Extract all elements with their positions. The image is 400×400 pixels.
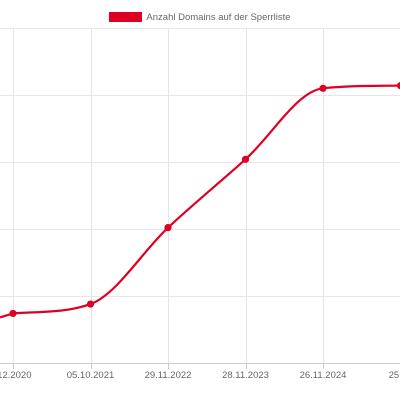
- data-point: [241, 155, 250, 163]
- x-tick-label: 05.10.2021: [67, 370, 115, 381]
- data-point: [396, 82, 400, 90]
- legend[interactable]: Anzahl Domains auf der Sperrliste: [0, 8, 400, 26]
- data-point: [164, 224, 172, 232]
- tick-labels: .12.2020 05.10.2021 29.11.2022 28.11.2023 26…: [0, 370, 400, 381]
- x-tick-label: 29.11.2022: [145, 370, 192, 381]
- x-tick-label: 25.02: [389, 370, 400, 381]
- x-tick-label: .12.2020: [0, 370, 31, 381]
- data-point: [86, 300, 95, 308]
- data-point: [319, 84, 327, 92]
- x-tick-label: 26.11.2024: [300, 370, 347, 381]
- x-axis: [0, 363, 400, 369]
- data-point: [9, 309, 17, 318]
- legend-label: Anzahl Domains auf der Sperrliste: [146, 11, 291, 23]
- series-layer: [0, 82, 400, 319]
- legend-swatch: [109, 12, 143, 22]
- grid: [0, 28, 400, 363]
- x-tick-label: 28.11.2023: [222, 370, 269, 381]
- series-line: [12, 84, 400, 315]
